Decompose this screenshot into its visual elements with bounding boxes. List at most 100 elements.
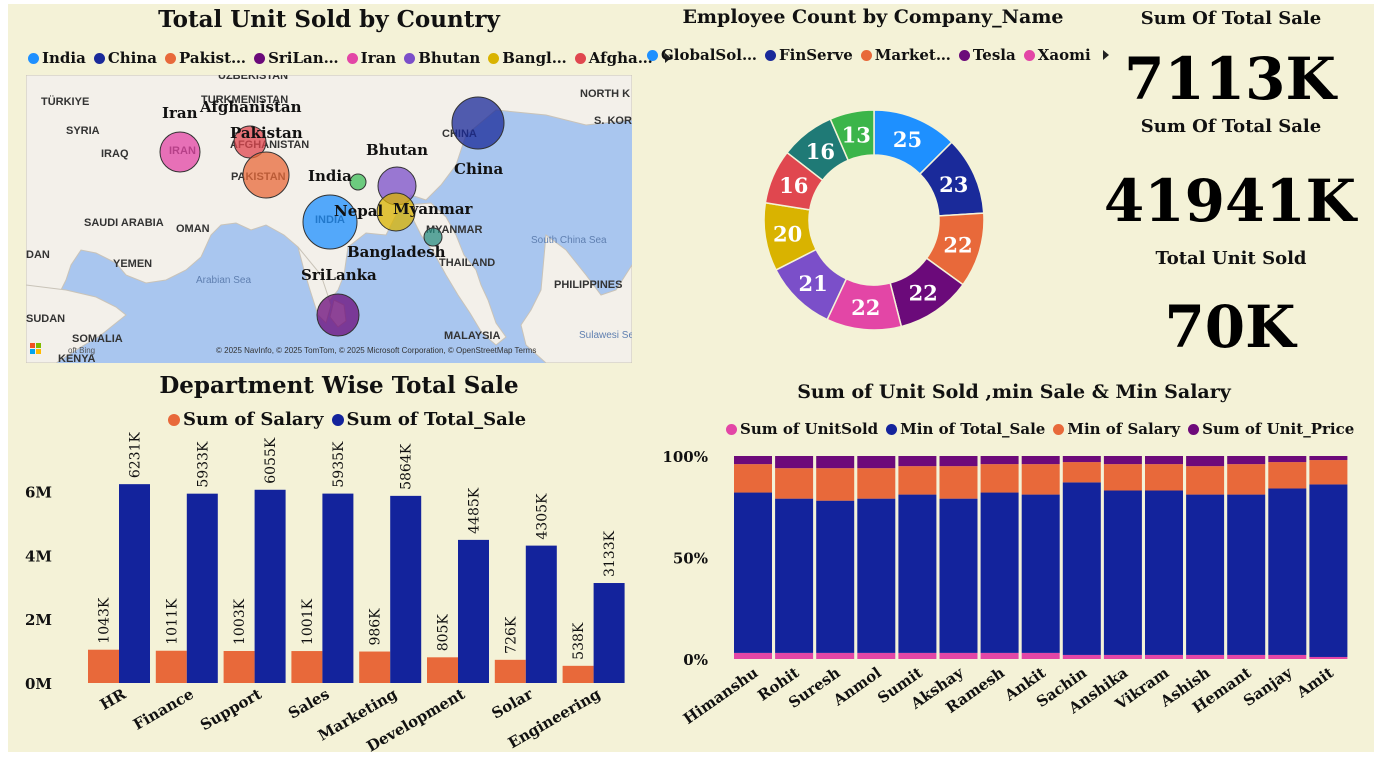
map-bubble-iran[interactable] — [159, 131, 201, 173]
stack-segment[interactable] — [857, 456, 896, 469]
stack-segment[interactable] — [1186, 466, 1225, 495]
stack-segment[interactable] — [1268, 456, 1307, 463]
stack-segment[interactable] — [1268, 654, 1307, 659]
stack-segment[interactable] — [1062, 456, 1101, 463]
bar-total-sale[interactable] — [119, 484, 150, 683]
stack-segment[interactable] — [1103, 490, 1142, 655]
stack-segment[interactable] — [1268, 488, 1307, 655]
bar-total-sale[interactable] — [322, 493, 354, 683]
bar-total-sale[interactable] — [593, 583, 625, 683]
stack-segment[interactable] — [1145, 456, 1183, 465]
map-legend-item[interactable]: Afgha… — [574, 49, 653, 67]
stack-segment[interactable] — [1021, 464, 1060, 495]
stack-segment[interactable] — [1062, 654, 1101, 659]
stack-segment[interactable] — [816, 456, 855, 469]
stack-segment[interactable] — [939, 498, 978, 653]
stack-segment[interactable] — [939, 466, 978, 499]
stack-segment[interactable] — [1103, 456, 1142, 465]
stack-legend[interactable]: Sum of UnitSold Min of Total_Sale Min of S… — [726, 420, 1362, 438]
bar-total-sale[interactable] — [390, 495, 422, 683]
map-visual[interactable]: TÜRKIYEUZBEKISTANTURKMENISTANSYRIAIRAQIR… — [26, 75, 632, 363]
stack-segment[interactable] — [1103, 464, 1142, 491]
stack-segment[interactable] — [1309, 484, 1348, 657]
stack-segment[interactable] — [734, 456, 772, 465]
stack-segment[interactable] — [1227, 464, 1266, 495]
bar-legend-item[interactable]: Sum of Salary — [168, 409, 324, 430]
bar-legend[interactable]: Sum of Salary Sum of Total_Sale — [168, 409, 534, 430]
bar-total-sale[interactable] — [186, 493, 218, 683]
stack-segment[interactable] — [734, 652, 772, 659]
bar-salary[interactable] — [427, 657, 458, 683]
stack-segment[interactable] — [1186, 456, 1225, 467]
stack-segment[interactable] — [857, 652, 896, 659]
stack-segment[interactable] — [1145, 464, 1183, 491]
stack-segment[interactable] — [1145, 490, 1183, 655]
bar-total-sale[interactable] — [458, 539, 489, 683]
stack-segment[interactable] — [1309, 656, 1348, 659]
map-bubble-nepal[interactable] — [349, 173, 367, 191]
map-legend[interactable]: India China Pakist… SriLan… Iran Bhutan Bangl…… — [28, 49, 671, 67]
map-legend-item[interactable]: Pakist… — [165, 49, 246, 67]
stack-segment[interactable] — [857, 468, 896, 499]
stacked-bar-chart[interactable]: 0%50%100%HimanshuRohitSureshAnmolSumitAk… — [656, 446, 1356, 746]
donut-segment[interactable] — [829, 109, 875, 162]
donut-legend-item[interactable]: Tesla — [958, 46, 1016, 64]
stack-segment[interactable] — [1021, 652, 1060, 659]
bar-salary[interactable] — [359, 651, 391, 683]
map-legend-item[interactable]: Iran — [346, 49, 396, 67]
stack-segment[interactable] — [775, 468, 814, 499]
bar-salary[interactable] — [562, 665, 594, 683]
stack-segment[interactable] — [1021, 494, 1060, 653]
map-bubble-srilanka[interactable] — [316, 293, 360, 337]
map-legend-item[interactable]: China — [93, 49, 157, 67]
legend-next-arrow-icon[interactable] — [1102, 50, 1109, 60]
stack-segment[interactable] — [1021, 456, 1060, 465]
bar-total-sale[interactable] — [254, 489, 286, 683]
map-bubble-bangladesh[interactable] — [376, 192, 416, 232]
stack-segment[interactable] — [939, 456, 978, 467]
bar-salary[interactable] — [291, 651, 323, 683]
map-legend-item[interactable]: Bangl… — [488, 49, 567, 67]
stack-segment[interactable] — [857, 498, 896, 653]
donut-legend-item[interactable]: FinServe — [764, 46, 853, 64]
stack-segment[interactable] — [816, 500, 855, 653]
stack-segment[interactable] — [775, 498, 814, 653]
stack-segment[interactable] — [1227, 654, 1266, 659]
donut-legend-item[interactable]: Xaomi — [1023, 46, 1091, 64]
bar-legend-item[interactable]: Sum of Total_Sale — [331, 409, 526, 430]
stack-segment[interactable] — [898, 456, 937, 467]
stack-segment[interactable] — [898, 494, 937, 653]
stack-segment[interactable] — [775, 652, 814, 659]
stack-segment[interactable] — [1227, 494, 1266, 655]
stack-segment[interactable] — [1145, 654, 1183, 659]
stack-segment[interactable] — [980, 652, 1019, 659]
stack-segment[interactable] — [775, 456, 814, 469]
stack-segment[interactable] — [1309, 456, 1348, 461]
stack-segment[interactable] — [734, 464, 772, 493]
bar-total-sale[interactable] — [525, 545, 557, 683]
stack-legend-item[interactable]: Min of Total_Sale — [886, 420, 1045, 438]
bar-salary[interactable] — [494, 659, 526, 683]
stack-segment[interactable] — [898, 466, 937, 495]
stack-segment[interactable] — [1186, 494, 1225, 655]
stack-segment[interactable] — [980, 492, 1019, 653]
stack-segment[interactable] — [1186, 654, 1225, 659]
bar-salary[interactable] — [223, 650, 255, 683]
map-bubble-india[interactable] — [302, 194, 358, 250]
donut-legend-item[interactable]: Market… — [860, 46, 951, 64]
map-legend-item[interactable]: India — [28, 49, 86, 67]
stack-legend-item[interactable]: Min of Salary — [1053, 420, 1180, 438]
stack-segment[interactable] — [1227, 456, 1266, 465]
stack-segment[interactable] — [1103, 654, 1142, 659]
stack-segment[interactable] — [939, 652, 978, 659]
stack-segment[interactable] — [1062, 482, 1101, 655]
stack-legend-item[interactable]: Sum of Unit_Price — [1188, 420, 1354, 438]
legend-next-arrow-icon[interactable] — [664, 53, 671, 63]
bar-chart[interactable]: 0M 2M 4M 6M 1043K 6231K HR 1011K 5933K Finance 100… — [10, 432, 650, 752]
stack-segment[interactable] — [898, 652, 937, 659]
stack-legend-item[interactable]: Sum of UnitSold — [726, 420, 878, 438]
donut-legend[interactable]: GlobalSol… FinServe Market… Tesla Xaomi — [647, 46, 1109, 64]
bar-salary[interactable] — [155, 650, 187, 683]
stack-segment[interactable] — [1062, 462, 1101, 483]
